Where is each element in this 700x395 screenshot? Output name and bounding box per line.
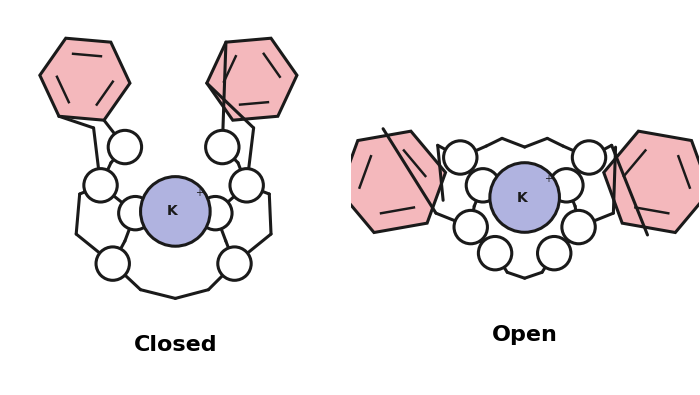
- Circle shape: [218, 247, 251, 280]
- Circle shape: [466, 169, 500, 202]
- Circle shape: [108, 130, 141, 164]
- Circle shape: [230, 169, 263, 202]
- Circle shape: [478, 237, 512, 270]
- Circle shape: [118, 196, 152, 230]
- Circle shape: [550, 169, 583, 202]
- Circle shape: [573, 141, 605, 174]
- Text: K: K: [167, 205, 178, 218]
- Circle shape: [454, 211, 487, 244]
- Text: K: K: [517, 190, 527, 205]
- Text: +: +: [545, 175, 552, 184]
- Circle shape: [444, 141, 477, 174]
- Circle shape: [562, 211, 595, 244]
- Text: Closed: Closed: [134, 335, 217, 356]
- Polygon shape: [206, 38, 297, 120]
- Circle shape: [490, 163, 559, 232]
- Polygon shape: [340, 131, 446, 233]
- Text: Open: Open: [491, 325, 558, 345]
- Circle shape: [538, 237, 571, 270]
- Circle shape: [96, 247, 130, 280]
- Circle shape: [206, 130, 239, 164]
- Polygon shape: [604, 131, 700, 233]
- Circle shape: [141, 177, 210, 246]
- Polygon shape: [40, 38, 130, 120]
- Text: +: +: [195, 188, 203, 198]
- Circle shape: [84, 169, 117, 202]
- Circle shape: [199, 196, 232, 230]
